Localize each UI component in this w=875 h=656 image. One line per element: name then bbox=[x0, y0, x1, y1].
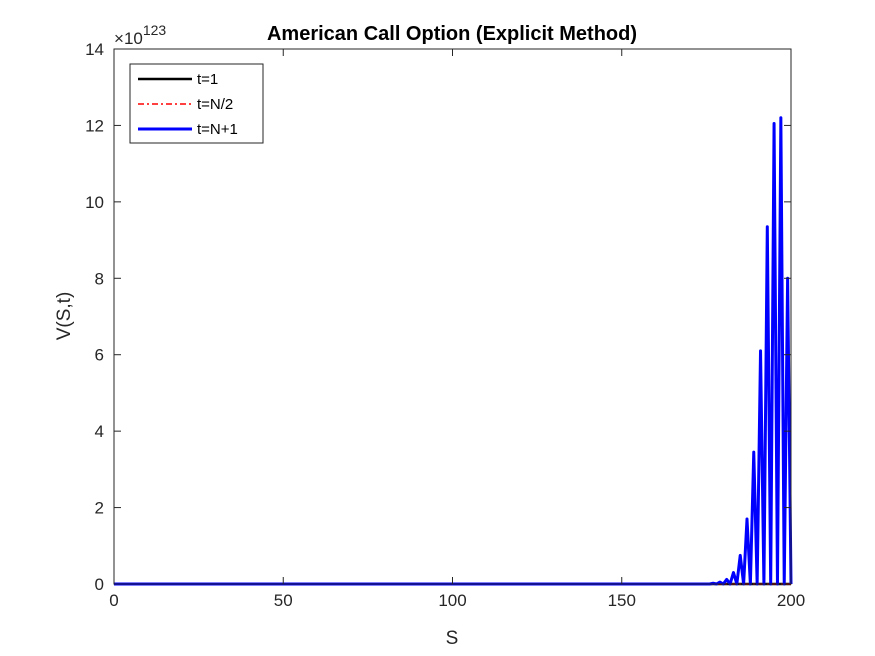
y-tick-label: 8 bbox=[95, 269, 104, 288]
legend-label-t1: t=1 bbox=[197, 71, 218, 88]
x-tick-label: 150 bbox=[608, 591, 636, 610]
x-tick-label: 50 bbox=[274, 591, 293, 610]
legend-label-tN2: t=N/2 bbox=[197, 96, 233, 113]
y-tick-label: 2 bbox=[95, 499, 104, 518]
y-tick-label: 10 bbox=[85, 193, 104, 212]
legend-label-tN1: t=N+1 bbox=[197, 121, 238, 138]
y-tick-label: 12 bbox=[85, 116, 104, 135]
chart-title: American Call Option (Explicit Method) bbox=[267, 23, 637, 45]
series-line-2 bbox=[114, 116, 793, 586]
y-tick-label: 6 bbox=[95, 346, 104, 365]
y-tick-label: 14 bbox=[85, 40, 104, 59]
y-exponent-power: 123 bbox=[143, 22, 167, 38]
y-exponent-base: 10 bbox=[124, 29, 143, 48]
y-exponent-prefix: × bbox=[114, 29, 124, 48]
y-tick-label: 0 bbox=[95, 575, 104, 594]
x-tick-label: 0 bbox=[109, 591, 118, 610]
legend: t=1 t=N/2 t=N+1 bbox=[129, 63, 264, 144]
y-tick-label: 4 bbox=[95, 422, 104, 441]
ticks-layer: 0 50 100 150 200 0 2 4 6 8 10 12 14 bbox=[85, 40, 805, 610]
x-tick-label: 200 bbox=[777, 591, 805, 610]
y-exponent: ×10123 bbox=[114, 22, 166, 48]
x-axis-label: S bbox=[446, 628, 459, 649]
y-axis-label: V(S,t) bbox=[54, 292, 75, 341]
x-tick-label: 100 bbox=[438, 591, 466, 610]
